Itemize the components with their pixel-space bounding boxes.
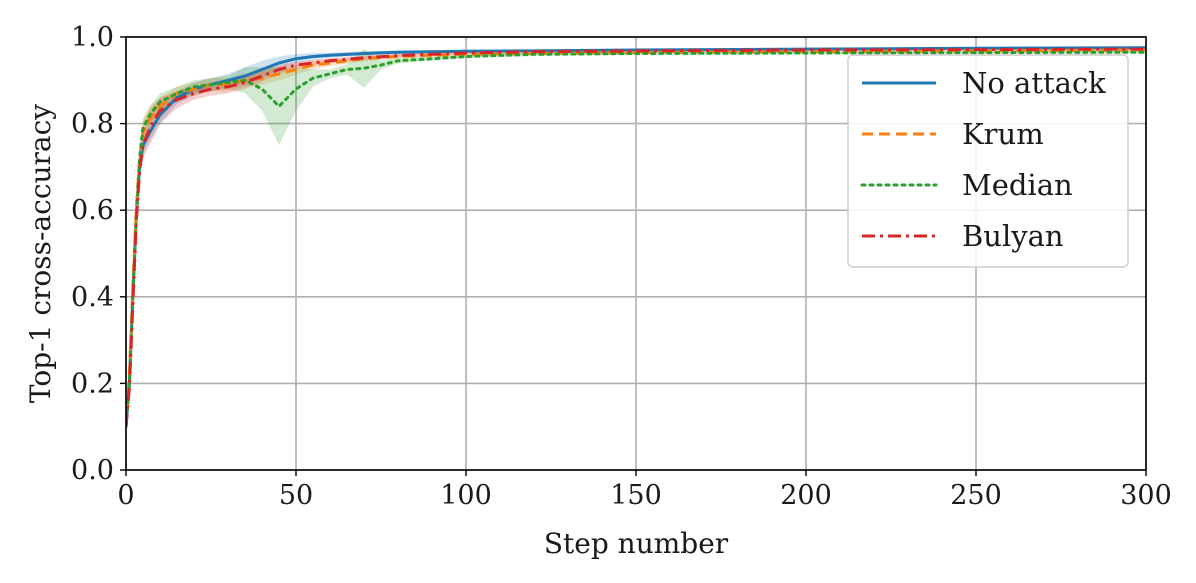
legend: No attack Krum Median Bulyan — [847, 54, 1129, 268]
y-tick-label: 0.4 — [71, 282, 114, 313]
legend-label-median: Median — [962, 168, 1073, 202]
series-lines — [126, 46, 1146, 429]
legend-label-no-attack: No attack — [962, 66, 1106, 100]
y-tick-label: 0.0 — [71, 455, 114, 486]
x-tick-label: 150 — [610, 480, 662, 511]
line-median — [126, 50, 1146, 429]
x-tick-label: 300 — [1120, 480, 1172, 511]
legend-label-bulyan: Bulyan — [962, 219, 1064, 253]
x-axis-title: Step number — [544, 527, 729, 560]
x-tick-label: 200 — [780, 480, 832, 511]
y-tick-label: 0.6 — [71, 195, 114, 226]
x-tick-label: 250 — [950, 480, 1002, 511]
x-tick-label: 50 — [279, 480, 313, 511]
y-tick-label: 0.2 — [71, 368, 114, 399]
x-tick-label: 0 — [117, 480, 134, 511]
axis-ticks: 0 50 100 150 200 250 300 0.0 0.2 0.4 0.6 0.8 1.0 — [71, 22, 1172, 511]
y-axis-title: Top-1 cross-accuracy — [24, 104, 57, 403]
y-tick-label: 1.0 — [71, 22, 114, 53]
legend-label-krum: Krum — [962, 117, 1044, 151]
line-bulyan — [126, 47, 1146, 427]
legend-box — [847, 54, 1129, 268]
y-tick-label: 0.8 — [71, 109, 114, 140]
x-tick-label: 100 — [440, 480, 492, 511]
